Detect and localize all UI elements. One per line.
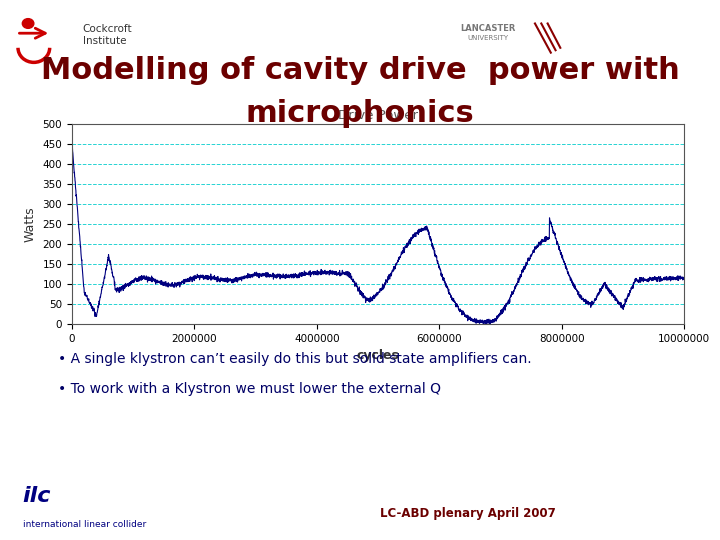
Text: LANCASTER: LANCASTER <box>460 24 515 33</box>
Circle shape <box>22 18 34 28</box>
Text: microphonics: microphonics <box>246 99 474 128</box>
Text: C.: C. <box>685 50 695 60</box>
Text: UNIVERSITY: UNIVERSITY <box>467 35 508 41</box>
FancyArrowPatch shape <box>19 28 45 38</box>
Text: international linear collider: international linear collider <box>22 521 146 529</box>
Text: Cockcroft
Institute: Cockcroft Institute <box>83 24 132 46</box>
Text: LC-ABD plenary April 2007: LC-ABD plenary April 2007 <box>380 507 556 519</box>
Y-axis label: Watts: Watts <box>24 206 37 242</box>
Text: • To work with a Klystron we must lower the external Q: • To work with a Klystron we must lower … <box>58 382 441 396</box>
Text: Modelling of cavity drive  power with: Modelling of cavity drive power with <box>40 56 680 85</box>
Text: ilc: ilc <box>22 485 51 506</box>
X-axis label: cycles: cycles <box>356 349 400 362</box>
Text: ASTe: ASTe <box>629 26 667 40</box>
Text: • A single klystron can’t easily do this but solid state amplifiers can.: • A single klystron can’t easily do this… <box>58 352 531 366</box>
Title: Drive Power: Drive Power <box>338 109 418 122</box>
